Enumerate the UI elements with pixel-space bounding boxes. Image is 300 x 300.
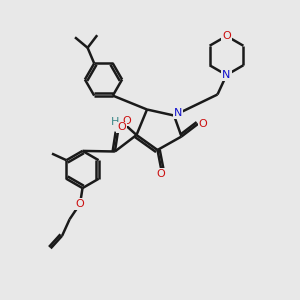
Text: O: O — [122, 116, 131, 126]
Text: O: O — [222, 31, 231, 41]
Text: N: N — [173, 108, 182, 118]
Text: O: O — [199, 119, 208, 129]
Text: O: O — [117, 122, 126, 133]
Text: N: N — [222, 70, 231, 80]
Text: H: H — [111, 117, 120, 127]
Text: O: O — [75, 199, 84, 209]
Text: O: O — [157, 169, 166, 179]
